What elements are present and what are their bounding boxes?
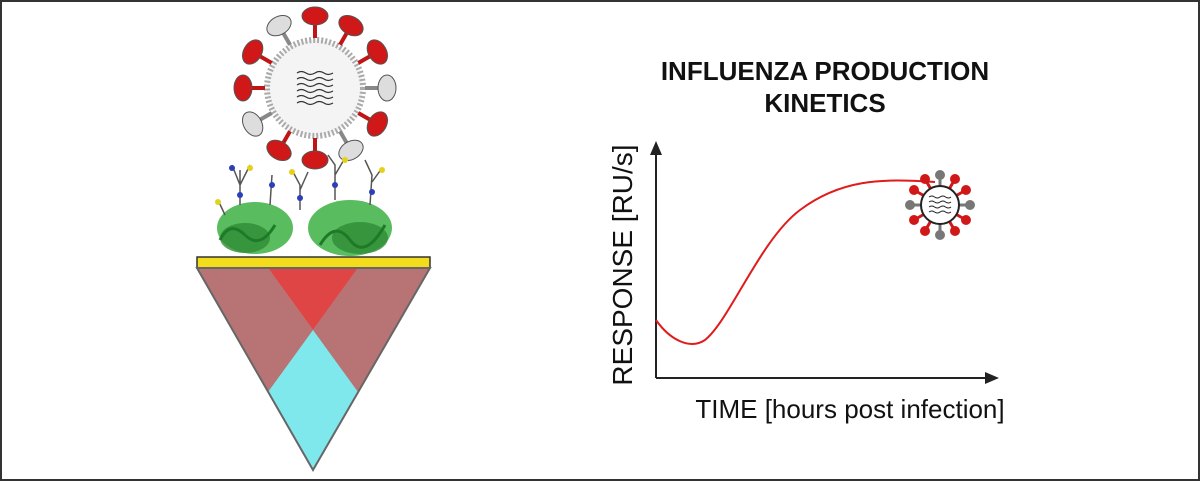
membrane [264, 37, 366, 139]
spike-head [233, 74, 253, 102]
rna [296, 70, 334, 76]
spike-head [301, 150, 329, 170]
title-line: KINETICS [764, 88, 885, 118]
rna [928, 210, 952, 214]
rna [296, 82, 334, 88]
spike-head [920, 174, 930, 185]
spike-head [377, 74, 397, 102]
spike-head [905, 200, 915, 210]
gold-layer [196, 256, 431, 269]
spike-head [366, 111, 389, 137]
spike-head [950, 174, 960, 185]
spike-head [366, 39, 389, 65]
spike-head [909, 185, 920, 195]
protein-layer [215, 154, 392, 256]
spike-head [920, 225, 930, 236]
spike-head [241, 111, 264, 137]
spike-head [965, 200, 975, 210]
rna [928, 195, 952, 199]
spike-head [301, 6, 329, 26]
rna [296, 88, 334, 94]
prism-outline [195, 267, 432, 473]
spike-head [935, 230, 945, 240]
title-line: INFLUENZA PRODUCTION [661, 56, 989, 86]
spike-head [338, 14, 364, 37]
y-axis-label: RESPONSE [RU/s] [607, 144, 638, 385]
spike-head [338, 139, 364, 162]
membrane [920, 185, 960, 225]
response-curve [655, 179, 936, 345]
spike-head [960, 185, 971, 195]
spike-head [266, 139, 292, 162]
rna [296, 76, 334, 82]
rna [928, 200, 952, 204]
spike-head [960, 215, 971, 225]
spike-head [950, 225, 960, 236]
x-axis-label: TIME [hours post infection] [695, 394, 1004, 424]
virus-illustration [233, 6, 397, 170]
spike-head [241, 39, 264, 65]
rna [296, 94, 334, 100]
virus-icon [905, 170, 975, 240]
spike-head [266, 14, 292, 37]
spike-head [935, 170, 945, 180]
prism [197, 268, 430, 470]
spike-head [909, 215, 920, 225]
rna [928, 205, 952, 209]
rna [296, 100, 334, 106]
